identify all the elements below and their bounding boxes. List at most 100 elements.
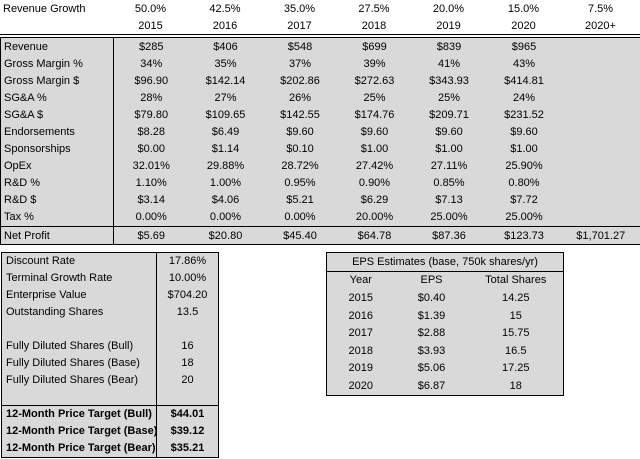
cell-value: 0.85%: [411, 174, 487, 192]
cell-value: $9.60: [411, 123, 487, 141]
cell-value: 41%: [411, 55, 487, 73]
growth-value: 42.5%: [188, 0, 262, 17]
row-label: Gross Margin $: [0, 72, 114, 90]
row-label: Net Profit: [0, 226, 114, 246]
cell-value: $965: [486, 37, 562, 56]
row-label: SG&A $: [0, 106, 114, 124]
table-row: SG&A $ $79.80 $109.65 $142.55 $174.76 $209.71…: [0, 106, 640, 124]
cell-value: [561, 106, 640, 124]
valuation-value: 20: [156, 371, 219, 389]
cell-value: $9.60: [486, 123, 562, 141]
valuation-label: Fully Diluted Shares (Bear): [1, 371, 157, 389]
cell-value: $3.14: [113, 191, 189, 209]
valuation-label: Discount Rate: [1, 252, 157, 270]
valuation-value: [156, 388, 219, 406]
valuation-row: Fully Diluted Shares (Bear) 20: [1, 371, 219, 389]
valuation-row: [1, 388, 219, 406]
cell-value: 20.00%: [337, 208, 412, 228]
year-header-blank: [0, 17, 113, 35]
cell-value: $87.36: [411, 226, 487, 246]
valuation-row: 12-Month Price Target (Bull) $44.01: [1, 405, 219, 423]
eps-value: $1.39: [417, 309, 446, 322]
eps-row: 2016 $1.39 15: [327, 307, 564, 325]
valuation-value: 13.5: [156, 303, 219, 321]
cell-value: 28%: [113, 89, 189, 107]
cell-value: 0.95%: [262, 174, 338, 192]
cell-value: $343.93: [411, 72, 487, 90]
cell-value: $20.80: [188, 226, 263, 246]
cell-value: $7.13: [411, 191, 487, 209]
cell-value: [561, 55, 640, 73]
valuation-row: Fully Diluted Shares (Bull) 16: [1, 337, 219, 355]
valuation-value: 16: [156, 337, 219, 355]
cell-value: $5.69: [113, 226, 189, 246]
financial-projection-table: Revenue $285 $406 $548 $699 $839 $965 Gross Mar…: [0, 37, 640, 246]
valuation-row: 12-Month Price Target (Bear) $35.21: [1, 439, 219, 458]
eps-row: 2019 $5.06 17.25: [327, 360, 564, 378]
valuation-table: Discount Rate 17.86% Terminal Growth Rate 1…: [1, 252, 219, 458]
cell-value: 27.11%: [411, 157, 487, 175]
cell-value: $9.60: [337, 123, 412, 141]
table-row: OpEx 32.01% 29.88% 28.72% 27.42% 27.11% 25.90%: [0, 157, 640, 175]
eps-row: 2017 $2.88 15.75: [327, 324, 564, 342]
cell-value: $1.00: [486, 140, 562, 158]
growth-header-table: Revenue Growth 50.0% 42.5% 35.0% 27.5% 2…: [0, 0, 640, 35]
cell-value: 0.00%: [188, 208, 263, 228]
year-header: 2018: [337, 17, 411, 35]
row-label: Endorsements: [0, 123, 114, 141]
eps-title-row: EPS Estimates (base, 750k shares/yr): [326, 252, 564, 272]
eps-header-row: Year EPS Total Shares: [327, 271, 564, 289]
cell-value: 27.42%: [337, 157, 412, 175]
eps-header-eps: EPS: [420, 274, 443, 287]
valuation-label: 12-Month Price Target (Base): [1, 422, 157, 440]
row-label: Sponsorships: [0, 140, 114, 158]
cell-value: $174.76: [337, 106, 412, 124]
cell-value: $64.78: [337, 226, 412, 246]
cell-value: 25.00%: [486, 208, 562, 228]
growth-value: 50.0%: [113, 0, 188, 17]
table-row: Revenue $285 $406 $548 $699 $839 $965: [0, 37, 640, 56]
cell-value: 25.00%: [411, 208, 487, 228]
cell-value: $6.49: [188, 123, 263, 141]
valuation-label: Terminal Growth Rate: [1, 269, 157, 287]
cell-value: 0.90%: [337, 174, 412, 192]
eps-year: 2018: [348, 344, 373, 357]
eps-title: EPS Estimates (base, 750k shares/yr): [326, 252, 564, 272]
eps-total-shares: 16.5: [505, 344, 527, 357]
table-row: Tax % 0.00% 0.00% 0.00% 20.00% 25.00% 25.00%: [0, 208, 640, 228]
cell-value: $123.73: [486, 226, 562, 246]
eps-value: $6.87: [417, 379, 446, 392]
valuation-value: 17.86%: [156, 252, 219, 270]
valuation-row: Fully Diluted Shares (Base) 18: [1, 354, 219, 372]
table-row: Gross Margin % 34% 35% 37% 39% 41% 43%: [0, 55, 640, 73]
eps-header-shares: Total Shares: [485, 274, 547, 287]
cell-value: $1.14: [188, 140, 263, 158]
growth-label: Revenue Growth: [0, 0, 113, 17]
eps-row: 2018 $3.93 16.5: [327, 342, 564, 360]
cell-value: $231.52: [486, 106, 562, 124]
row-label: R&D %: [0, 174, 114, 192]
eps-value: $2.88: [417, 327, 446, 340]
cell-value: $8.28: [113, 123, 189, 141]
table-row: Sponsorships $0.00 $1.14 $0.10 $1.00 $1.00 $1.…: [0, 140, 640, 158]
eps-year: 2019: [348, 362, 373, 375]
cell-value: 39%: [337, 55, 412, 73]
cell-value: $699: [337, 37, 412, 56]
cell-value: [561, 89, 640, 107]
cell-value: 34%: [113, 55, 189, 73]
table-row: SG&A % 28% 27% 26% 25% 25% 24%: [0, 89, 640, 107]
cell-value: 25.90%: [486, 157, 562, 175]
table-row: Gross Margin $ $96.90 $142.14 $202.86 $272.6…: [0, 72, 640, 90]
growth-value: 27.5%: [337, 0, 411, 17]
table-row: Net Profit $5.69 $20.80 $45.40 $64.78 $87.36 $…: [0, 226, 640, 246]
year-header: 2020: [486, 17, 561, 35]
valuation-label: [1, 320, 157, 338]
cell-value: [561, 157, 640, 175]
cell-value: $202.86: [262, 72, 338, 90]
cell-value: 43%: [486, 55, 562, 73]
valuation-label: Fully Diluted Shares (Base): [1, 354, 157, 372]
cell-value: $548: [262, 37, 338, 56]
eps-year: 2016: [348, 309, 373, 322]
eps-total-shares: 17.25: [501, 362, 530, 375]
cell-value: $406: [188, 37, 263, 56]
